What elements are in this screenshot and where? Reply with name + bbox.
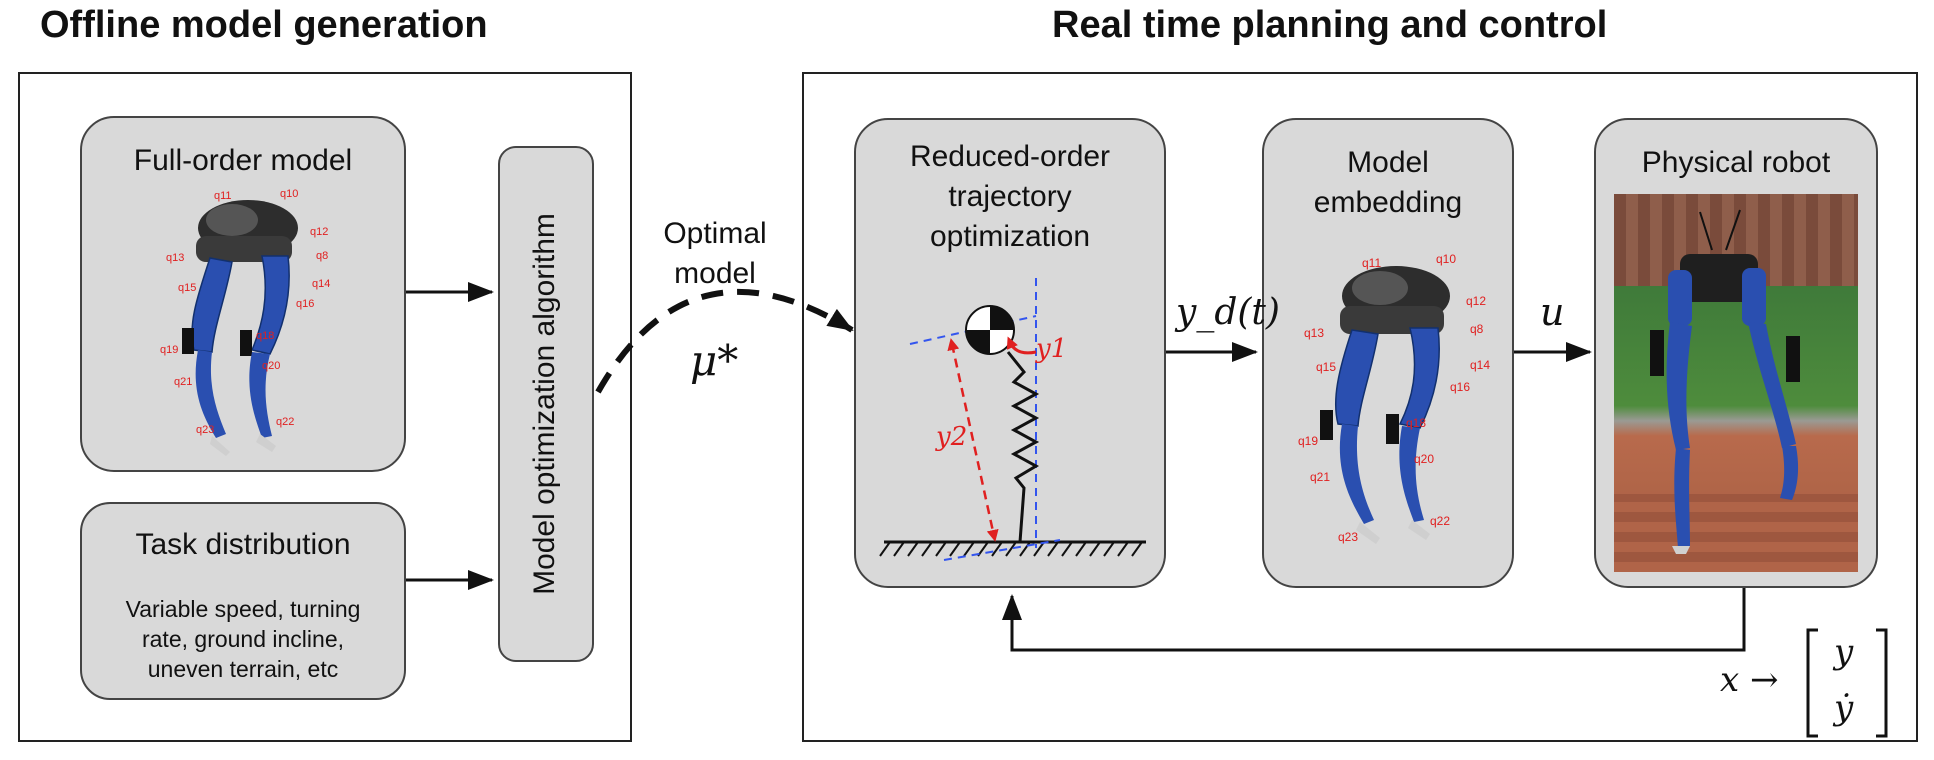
y1-label: y1 [1036, 334, 1068, 364]
task-distribution-box: Task distribution Variable speed, turnin… [80, 502, 406, 700]
optimal-model-dashed-arrow [595, 288, 854, 394]
joint-label-embed-q14: q14 [1470, 358, 1491, 372]
model-embedding-line-2: embedding [1313, 186, 1463, 219]
spring-leg [1006, 351, 1040, 543]
optimal-model-line-2: model [674, 257, 756, 290]
joint-label-embed-q11: q11 [1362, 256, 1382, 270]
y2-label: y2 [936, 422, 968, 452]
yd-signal-label: y_d(t) [1176, 292, 1280, 333]
joint-label-full-q16: q16 [296, 298, 315, 310]
joint-label-embed-q16: q16 [1450, 380, 1471, 394]
task-distribution-line-3: uneven terrain, etc [147, 656, 339, 682]
joint-label-full-q22: q22 [276, 416, 295, 428]
horizontal-reference [909, 315, 1037, 345]
joint-label-embed-q13: q13 [1304, 326, 1325, 340]
joint-label-full-q13: q13 [166, 252, 185, 264]
state-bracket-left [1806, 628, 1818, 738]
u-signal-label: u [1540, 290, 1565, 334]
joint-label-full-q11: q11 [214, 190, 232, 202]
y2-arrow [947, 338, 999, 542]
physical-robot-title: Physical robot [1641, 146, 1831, 179]
task-distribution-title: Task distribution [135, 528, 351, 561]
joint-label-full-q20: q20 [262, 360, 281, 372]
full-order-model-title: Full-order model [133, 144, 353, 177]
joint-label-full-q19: q19 [160, 344, 179, 356]
joint-label-full-q15: q15 [178, 282, 197, 294]
feedback-arrow [1002, 588, 1746, 652]
full-order-model-box: Full-order model [80, 116, 406, 472]
joint-label-full-q18: q18 [256, 330, 275, 342]
state-y-label: y [1834, 632, 1854, 672]
optimal-model-label: Optimal model [660, 214, 770, 294]
joint-label-embed-q20: q20 [1414, 452, 1435, 466]
joint-label-full-q14: q14 [312, 278, 331, 290]
reduced-order-line-2: trajectory [948, 180, 1072, 213]
joint-label-embed-q22: q22 [1430, 514, 1451, 528]
optimal-model-line-1: Optimal [663, 217, 767, 250]
mu-star-label: μ* [690, 336, 739, 385]
realtime-section-title: Real time planning and control [1052, 4, 1608, 46]
joint-label-embed-q21: q21 [1310, 470, 1331, 484]
reduced-order-line-1: Reduced-order [909, 140, 1111, 173]
joint-label-embed-q12: q12 [1466, 294, 1487, 308]
joint-label-full-q10: q10 [280, 188, 299, 200]
joint-label-embed-q15: q15 [1316, 360, 1337, 374]
joint-label-embed-q19: q19 [1298, 434, 1319, 448]
reduced-order-box: Reduced-order trajectory optimization [854, 118, 1166, 588]
ground-hatch [879, 541, 1143, 557]
state-ydot-label: ẏ [1834, 688, 1854, 728]
photo-robot [1650, 209, 1800, 554]
state-bracket-right [1876, 628, 1888, 738]
state-x-label: x → [1720, 660, 1779, 700]
task-distribution-line-2: rate, ground incline, [141, 626, 344, 652]
reduced-order-line-3: optimization [929, 220, 1091, 253]
joint-label-full-q21: q21 [174, 376, 193, 388]
joint-label-full-q12: q12 [310, 226, 329, 238]
model-embedding-box: Model embedding [1262, 118, 1514, 588]
com-symbol [965, 305, 1015, 355]
joint-label-full-q8: q8 [316, 250, 329, 262]
y1-arc [1006, 336, 1037, 355]
model-embedding-line-1: Model [1347, 146, 1429, 179]
model-optimization-box [498, 146, 594, 662]
embedding-robot [1320, 266, 1450, 544]
joint-label-embed-q8: q8 [1470, 322, 1484, 336]
offline-section-title: Offline model generation [40, 4, 488, 46]
joint-label-embed-q18: q18 [1406, 416, 1427, 430]
full-order-robot [182, 200, 298, 456]
task-distribution-line-1: Variable speed, turning [125, 596, 361, 622]
ground-reference [943, 539, 1061, 561]
joint-label-embed-q10: q10 [1436, 252, 1457, 266]
joint-label-full-q23: q23 [196, 424, 215, 436]
joint-label-embed-q23: q23 [1338, 530, 1359, 544]
